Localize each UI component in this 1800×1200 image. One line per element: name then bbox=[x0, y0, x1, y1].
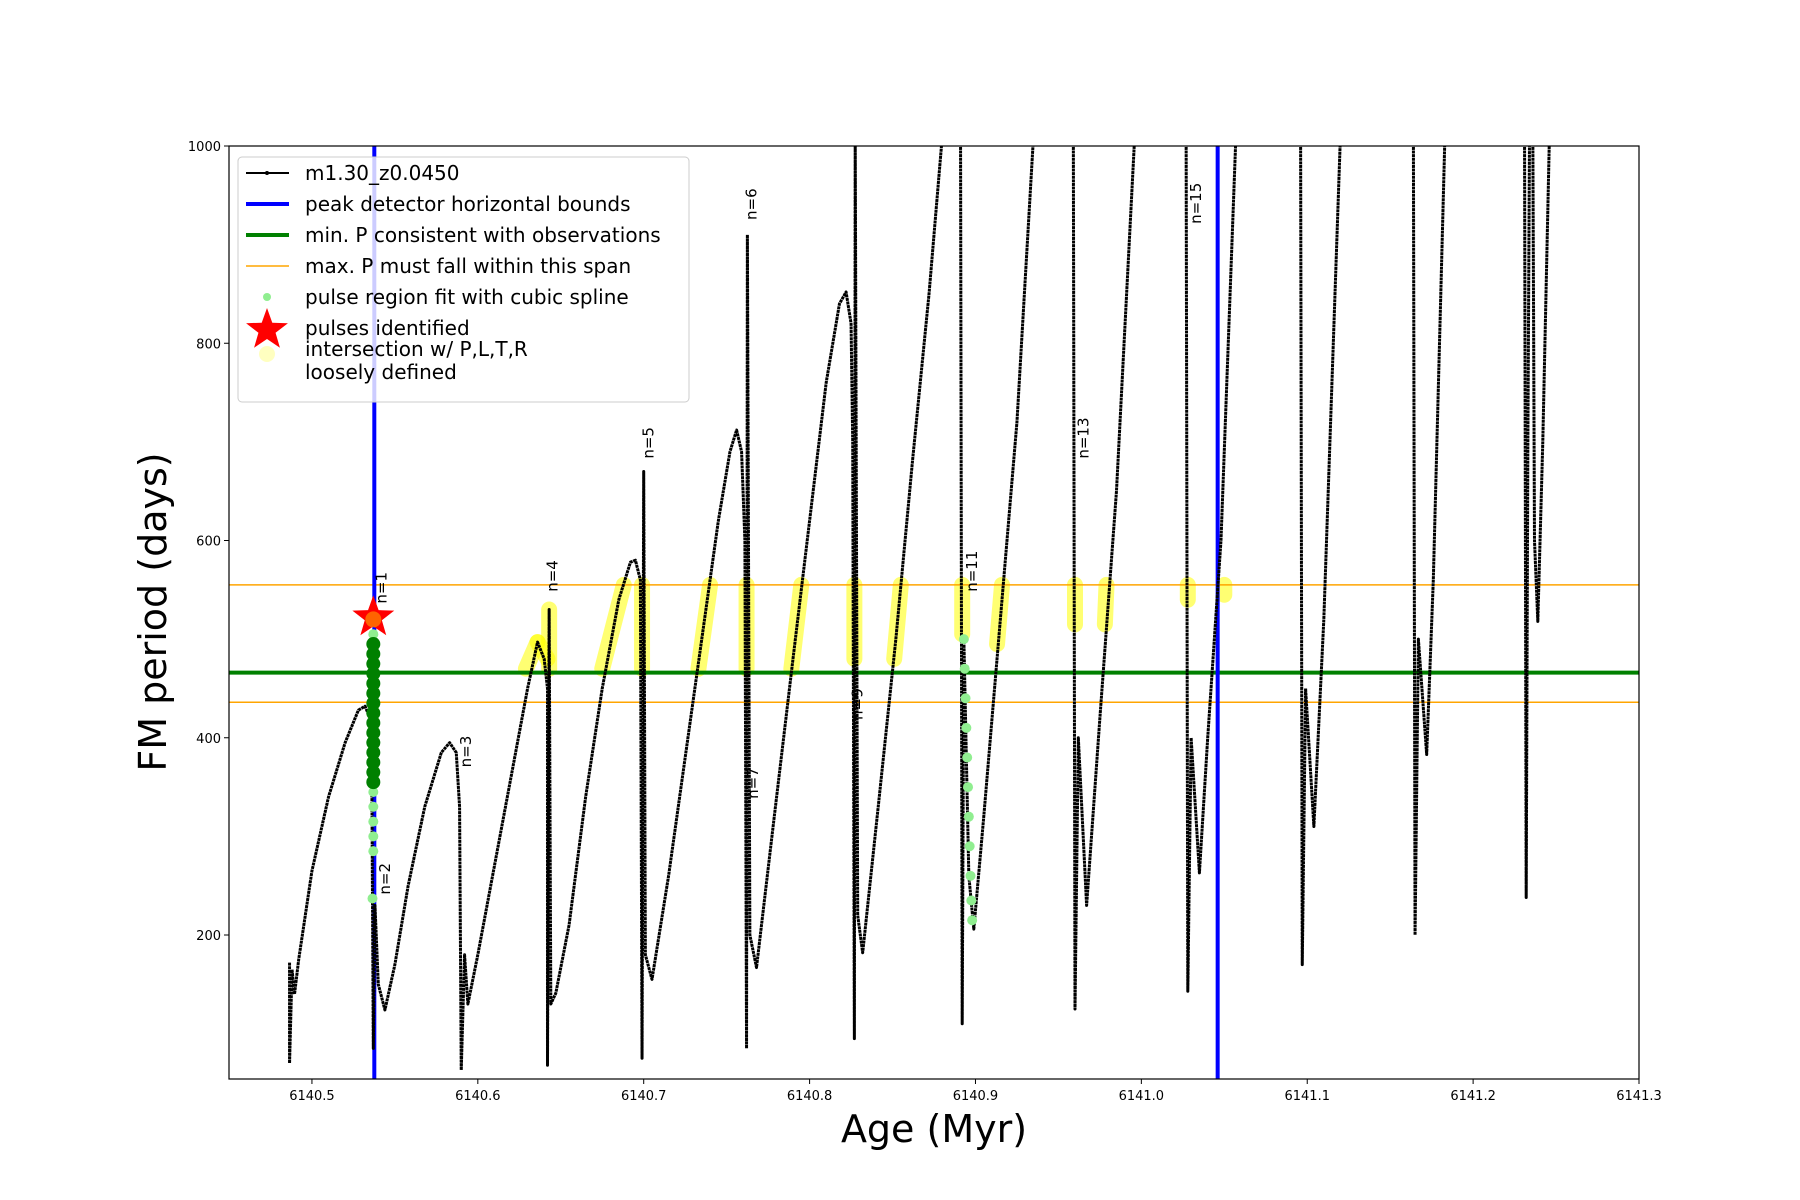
model-track-line bbox=[959, 146, 1035, 1026]
mode-label: n=2 bbox=[376, 863, 394, 895]
model-track-line bbox=[1071, 146, 1136, 1011]
model-track-line bbox=[1184, 146, 1238, 993]
spline-point bbox=[367, 893, 378, 904]
legend-label: intersection w/ P,L,T,R bbox=[305, 337, 528, 361]
spline-point-dark bbox=[366, 745, 381, 760]
model-track-line bbox=[1523, 146, 1531, 900]
spline-point-dark bbox=[366, 706, 381, 721]
spline-point-dark bbox=[366, 646, 381, 661]
spline-point bbox=[958, 634, 969, 645]
legend-label: peak detector horizontal bounds bbox=[305, 192, 631, 216]
model-track-line bbox=[288, 146, 943, 1072]
y-tick-label: 600 bbox=[196, 535, 221, 550]
spline-point-dark bbox=[366, 735, 381, 750]
spline-point bbox=[961, 722, 972, 733]
ticks: 6140.5 6140.6 6140.7 6140.8 6140.9 6141.0 6141… bbox=[188, 140, 1662, 1104]
legend-marker-icon bbox=[265, 171, 269, 175]
spline-point bbox=[963, 782, 974, 793]
spline-point bbox=[966, 895, 977, 906]
spline-point bbox=[368, 801, 379, 812]
spline-point bbox=[368, 846, 379, 857]
y-tick-label: 400 bbox=[196, 732, 221, 747]
legend-label: pulse region fit with cubic spline bbox=[305, 285, 629, 309]
plot-area: n=1 n=2 n=3 n=4 n=5 n=6 n=7 n=9 n=11 n=13 n=15 bbox=[229, 146, 1639, 1079]
spline-point bbox=[965, 870, 976, 881]
legend-dot-icon bbox=[263, 293, 271, 301]
spline-point-dark bbox=[366, 715, 381, 730]
spline-point bbox=[962, 752, 973, 763]
legend-label: min. P consistent with observations bbox=[305, 223, 661, 247]
legend-label: max. P must fall within this span bbox=[305, 254, 631, 278]
x-tick-label: 6140.7 bbox=[621, 1089, 667, 1104]
legend-star-icon bbox=[246, 308, 288, 348]
mode-label: n=11 bbox=[963, 551, 981, 592]
x-tick-label: 6141.1 bbox=[1284, 1089, 1330, 1104]
spline-point bbox=[368, 786, 379, 797]
spline-point-dark bbox=[366, 696, 381, 711]
model-track-line bbox=[1531, 146, 1551, 623]
mode-label: n=7 bbox=[744, 767, 762, 799]
x-tick-label: 6141.2 bbox=[1450, 1089, 1496, 1104]
x-tick-label: 6140.5 bbox=[289, 1089, 335, 1104]
spline-point-dark bbox=[366, 656, 381, 671]
y-tick-label: 800 bbox=[196, 337, 221, 352]
spline-point bbox=[368, 831, 379, 842]
intersection-mark bbox=[1096, 576, 1115, 633]
mode-label: n=4 bbox=[543, 560, 561, 592]
x-tick-label: 6140.6 bbox=[455, 1089, 501, 1104]
model-track-line bbox=[1299, 146, 1342, 967]
spline-point bbox=[368, 816, 379, 827]
spline-point bbox=[963, 811, 974, 822]
spline-point bbox=[959, 663, 970, 674]
x-tick-label: 6141.3 bbox=[1616, 1089, 1662, 1104]
x-tick-label: 6140.9 bbox=[953, 1089, 999, 1104]
mode-label: n=9 bbox=[849, 688, 867, 720]
x-axis-label: Age (Myr) bbox=[841, 1107, 1027, 1151]
spline-point-dark bbox=[366, 775, 381, 790]
spline-point bbox=[960, 693, 971, 704]
spline-point-dark bbox=[366, 686, 381, 701]
spline-point-dark bbox=[366, 637, 381, 652]
mode-label: n=1 bbox=[373, 572, 391, 604]
spline-point bbox=[967, 915, 978, 926]
legend-box bbox=[237, 156, 690, 403]
mode-label: n=13 bbox=[1074, 417, 1092, 458]
spline-point-dark bbox=[366, 666, 381, 681]
spline-point-dark bbox=[366, 755, 381, 770]
x-tick-label: 6141.0 bbox=[1119, 1089, 1165, 1104]
spline-point-dark bbox=[366, 725, 381, 740]
spline-point bbox=[368, 629, 379, 640]
model-track-line bbox=[1411, 146, 1447, 937]
y-tick-label: 1000 bbox=[188, 140, 221, 155]
legend-dot-icon bbox=[259, 346, 275, 362]
pulse-overlap-marker bbox=[365, 611, 382, 628]
mode-label: n=3 bbox=[457, 736, 475, 768]
axes-frame bbox=[228, 145, 1640, 1080]
mode-label: n=6 bbox=[743, 188, 761, 220]
spline-point-dark bbox=[366, 765, 381, 780]
mode-label: n=5 bbox=[640, 427, 658, 459]
mode-label: n=15 bbox=[1187, 183, 1205, 224]
y-axis-label: FM period (days) bbox=[131, 452, 175, 771]
legend-label: pulses identified bbox=[305, 316, 470, 340]
spline-point bbox=[964, 841, 975, 852]
spline-point-dark bbox=[366, 676, 381, 691]
y-tick-label: 200 bbox=[196, 929, 221, 944]
legend-label: loosely defined bbox=[305, 360, 457, 384]
x-tick-label: 6140.8 bbox=[787, 1089, 833, 1104]
legend-label: m1.30_z0.0450 bbox=[305, 161, 460, 185]
